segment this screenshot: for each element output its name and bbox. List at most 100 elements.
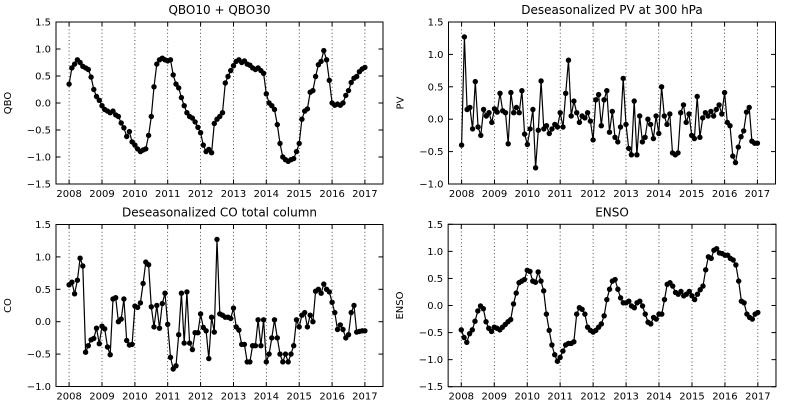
svg-text:−1.5: −1.5 [27, 180, 51, 191]
svg-text:2009: 2009 [482, 392, 508, 403]
y-axis-label: QBO [3, 92, 14, 115]
svg-text:2015: 2015 [679, 189, 704, 200]
svg-text:0.0: 0.0 [428, 115, 444, 126]
svg-text:2017: 2017 [352, 392, 377, 403]
svg-text:2010: 2010 [122, 392, 147, 403]
svg-text:0.5: 0.5 [35, 285, 51, 296]
svg-text:−0.5: −0.5 [419, 328, 443, 339]
subplot-title: Deseasonalized PV at 300 hPa [521, 3, 702, 17]
svg-text:2015: 2015 [286, 392, 311, 403]
svg-text:2014: 2014 [646, 392, 672, 403]
svg-text:0.0: 0.0 [35, 99, 51, 110]
y-axis-label: ENSO [395, 291, 406, 319]
svg-text:0.5: 0.5 [427, 274, 443, 285]
svg-text:−1.0: −1.0 [27, 153, 51, 164]
data-line [68, 48, 366, 162]
svg-text:1.0: 1.0 [35, 252, 51, 263]
svg-text:2010: 2010 [515, 189, 540, 200]
axis-ticks: 2008 2009 2010 2011 2012 2013 2014 2015 2016 2017… [27, 18, 383, 200]
svg-text:1.5: 1.5 [35, 220, 51, 231]
axis-ticks: 2008 2009 2010 2011 2012 2013 2014 2015 2016 2017… [419, 220, 776, 403]
svg-text:2008: 2008 [449, 189, 474, 200]
svg-text:2017: 2017 [745, 189, 770, 200]
svg-text:0.5: 0.5 [428, 82, 444, 93]
svg-text:2011: 2011 [547, 392, 573, 403]
qbo-timeseries-chart: 2008 2009 2010 2011 2012 2013 2014 2015 2016 2017… [3, 3, 384, 200]
svg-text:1.0: 1.0 [428, 50, 444, 61]
svg-text:1.5: 1.5 [428, 18, 444, 29]
svg-text:2014: 2014 [254, 392, 279, 403]
svg-text:2013: 2013 [221, 189, 246, 200]
svg-text:2012: 2012 [580, 189, 605, 200]
svg-text:−0.5: −0.5 [27, 126, 51, 137]
svg-text:2015: 2015 [679, 392, 705, 403]
svg-text:2009: 2009 [89, 189, 114, 200]
svg-text:2016: 2016 [319, 189, 344, 200]
svg-text:1.0: 1.0 [427, 247, 443, 258]
axes-frame [55, 21, 384, 185]
svg-text:2017: 2017 [352, 189, 377, 200]
axes-frame [55, 224, 384, 387]
y-axis-label: CO [3, 298, 14, 313]
data-line [461, 36, 758, 168]
svg-text:2008: 2008 [56, 392, 81, 403]
svg-text:−1.5: −1.5 [419, 382, 443, 393]
svg-text:2014: 2014 [646, 189, 671, 200]
data-line [68, 239, 365, 371]
svg-text:2012: 2012 [580, 392, 606, 403]
svg-text:2011: 2011 [547, 189, 572, 200]
svg-text:−1.0: −1.0 [419, 355, 443, 366]
y-axis-label: PV [396, 96, 407, 109]
subplot-enso: 2008 2009 2010 2011 2012 2013 2014 2015 2016 2017… [392, 202, 785, 405]
subplot-title: Deseasonalized CO total column [122, 206, 317, 220]
axes-frame [448, 21, 776, 185]
enso-timeseries-chart: 2008 2009 2010 2011 2012 2013 2014 2015 2016 2017… [395, 205, 777, 403]
co-timeseries-chart: 2008 2009 2010 2011 2012 2013 2014 2015 2016 2017… [3, 206, 384, 403]
subplot-title: ENSO [595, 205, 629, 219]
svg-text:2016: 2016 [319, 392, 344, 403]
subplot-pv: 2008 2009 2010 2011 2012 2013 2014 2015 2016 2017… [392, 0, 785, 202]
svg-text:2012: 2012 [188, 392, 213, 403]
svg-text:2010: 2010 [514, 392, 540, 403]
axis-ticks: 2008 2009 2010 2011 2012 2013 2014 2015 2016 2017… [27, 220, 383, 403]
svg-text:2010: 2010 [122, 189, 147, 200]
svg-text:1.0: 1.0 [35, 45, 51, 56]
svg-text:2011: 2011 [155, 189, 180, 200]
svg-text:0.0: 0.0 [427, 301, 443, 312]
data-markers [458, 34, 761, 171]
svg-text:2008: 2008 [56, 189, 81, 200]
svg-text:2009: 2009 [482, 189, 507, 200]
gridlines [68, 22, 366, 184]
svg-text:1.5: 1.5 [427, 220, 443, 231]
svg-text:2014: 2014 [254, 189, 279, 200]
svg-text:2016: 2016 [712, 189, 737, 200]
svg-text:2013: 2013 [613, 189, 638, 200]
svg-text:2011: 2011 [155, 392, 180, 403]
subplot-co: 2008 2009 2010 2011 2012 2013 2014 2015 2016 2017… [0, 202, 392, 405]
pv-timeseries-chart: 2008 2009 2010 2011 2012 2013 2014 2015 2016 2017… [396, 3, 776, 200]
gridlines [461, 22, 758, 184]
data-line [460, 247, 759, 363]
svg-text:−0.5: −0.5 [27, 350, 51, 361]
svg-text:0.0: 0.0 [35, 317, 51, 328]
svg-text:0.5: 0.5 [35, 72, 51, 83]
svg-text:2009: 2009 [89, 392, 114, 403]
svg-text:1.5: 1.5 [35, 18, 51, 29]
subplot-qbo: 2008 2009 2010 2011 2012 2013 2014 2015 2016 2017… [0, 0, 392, 202]
data-markers [458, 245, 761, 364]
axes-frame [447, 223, 777, 388]
data-markers [66, 236, 368, 372]
svg-text:2008: 2008 [449, 392, 475, 403]
svg-text:−1.0: −1.0 [419, 180, 443, 191]
svg-text:2013: 2013 [221, 392, 246, 403]
axis-ticks: 2008 2009 2010 2011 2012 2013 2014 2015 2016 2017… [419, 18, 776, 200]
svg-text:2015: 2015 [286, 189, 311, 200]
svg-text:2013: 2013 [613, 392, 639, 403]
svg-text:−0.5: −0.5 [419, 147, 443, 158]
svg-text:2017: 2017 [745, 392, 771, 403]
svg-text:−1.0: −1.0 [27, 382, 51, 393]
svg-text:2012: 2012 [188, 189, 213, 200]
svg-text:2016: 2016 [712, 392, 738, 403]
